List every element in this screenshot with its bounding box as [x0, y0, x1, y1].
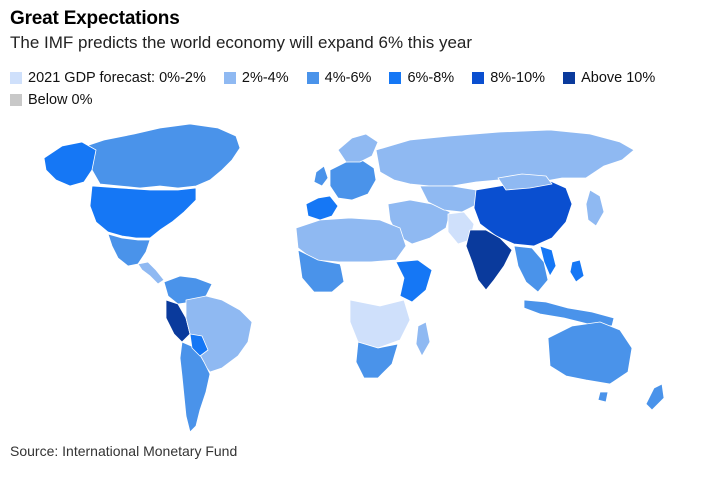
- legend-swatch-2-4: [223, 72, 236, 84]
- region-southeast-asia: [513, 245, 549, 293]
- legend-item-0-2: 2021 GDP forecast: 0%-2%: [10, 68, 206, 88]
- region-united-states: [89, 185, 197, 239]
- region-alaska: [43, 141, 97, 187]
- legend: 2021 GDP forecast: 0%-2% 2%-4% 4%-6% 6%-…: [10, 68, 700, 112]
- legend-item-above-10: Above 10%: [563, 68, 655, 88]
- region-tasmania: [597, 391, 609, 403]
- legend-label-below-0: Below 0%: [28, 92, 93, 108]
- region-west-africa: [297, 249, 347, 293]
- legend-swatch-above-10: [563, 72, 576, 84]
- legend-label-0-2: 2021 GDP forecast: 0%-2%: [28, 70, 206, 86]
- region-mongolia: [497, 173, 553, 191]
- legend-swatch-6-8: [389, 72, 402, 84]
- world-map: [43, 115, 665, 433]
- region-bolivia: [189, 333, 209, 357]
- region-australia: [547, 321, 633, 385]
- region-philippines: [569, 259, 585, 283]
- region-uk: [313, 165, 329, 187]
- region-vietnam: [539, 245, 557, 277]
- legend-item-4-6: 4%-6%: [306, 68, 372, 88]
- legend-label-6-8: 6%-8%: [407, 70, 455, 86]
- region-europe-central: [329, 159, 377, 201]
- region-south-africa: [355, 341, 399, 379]
- region-new-zealand: [645, 383, 665, 411]
- legend-label-above-10: Above 10%: [581, 70, 656, 86]
- region-canada: [79, 123, 241, 189]
- region-central-africa: [339, 261, 405, 307]
- region-central-asia: [419, 185, 479, 213]
- region-mexico: [107, 233, 151, 267]
- legend-item-2-4: 2%-4%: [223, 68, 289, 88]
- legend-swatch-0-2: [10, 72, 22, 84]
- legend-item-6-8: 6%-8%: [389, 68, 454, 88]
- source-note: Source: International Monetary Fund: [10, 443, 238, 459]
- region-greenland: [242, 115, 321, 163]
- region-central-america: [137, 261, 165, 285]
- chart-title: Great Expectations: [10, 8, 180, 29]
- chart-subtitle: The IMF predicts the world economy will …: [10, 33, 473, 52]
- region-japan: [585, 189, 605, 227]
- region-scandinavia: [337, 133, 379, 163]
- region-indonesia: [523, 299, 615, 327]
- legend-label-2-4: 2%-4%: [241, 70, 289, 86]
- region-north-africa: [295, 217, 407, 263]
- legend-swatch-8-10: [472, 72, 485, 84]
- region-europe-west: [305, 195, 339, 221]
- legend-item-8-10: 8%-10%: [472, 68, 545, 88]
- region-peru: [165, 299, 191, 343]
- legend-item-below-0: Below 0%: [10, 90, 92, 110]
- legend-swatch-4-6: [306, 72, 319, 84]
- region-russia: [375, 129, 635, 187]
- region-east-africa: [395, 259, 433, 303]
- legend-label-4-6: 4%-6%: [324, 70, 372, 86]
- region-madagascar: [415, 321, 431, 357]
- legend-swatch-below-0: [10, 94, 22, 106]
- region-southern-africa-north: [349, 299, 411, 349]
- region-india: [465, 229, 513, 291]
- region-argentina: [179, 341, 211, 433]
- legend-label-8-10: 8%-10%: [490, 70, 546, 86]
